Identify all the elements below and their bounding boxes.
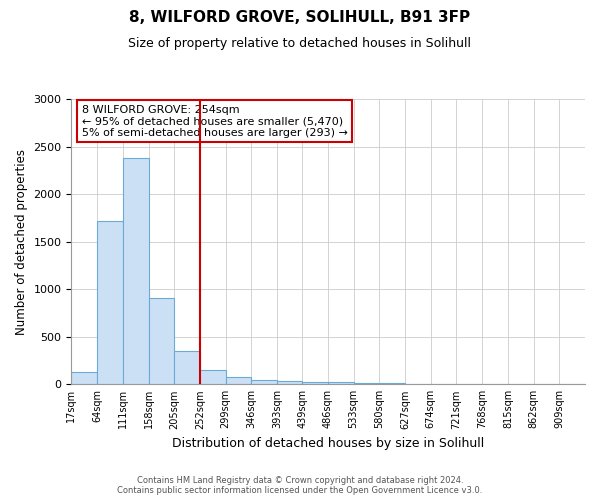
Bar	[123, 158, 149, 384]
Bar	[97, 220, 123, 384]
Bar	[174, 350, 200, 384]
Text: Contains HM Land Registry data © Crown copyright and database right 2024.
Contai: Contains HM Land Registry data © Crown c…	[118, 476, 482, 495]
Text: 8, WILFORD GROVE, SOLIHULL, B91 3FP: 8, WILFORD GROVE, SOLIHULL, B91 3FP	[130, 10, 470, 25]
Bar	[302, 382, 328, 384]
Text: Size of property relative to detached houses in Solihull: Size of property relative to detached ho…	[128, 38, 472, 51]
Bar	[71, 372, 97, 384]
Bar	[379, 383, 405, 384]
Bar	[353, 383, 379, 384]
Bar	[200, 370, 226, 384]
Text: 8 WILFORD GROVE: 254sqm
← 95% of detached houses are smaller (5,470)
5% of semi-: 8 WILFORD GROVE: 254sqm ← 95% of detache…	[82, 104, 347, 138]
Bar	[328, 382, 353, 384]
Bar	[251, 380, 277, 384]
Bar	[149, 298, 174, 384]
Bar	[277, 381, 302, 384]
Y-axis label: Number of detached properties: Number of detached properties	[15, 148, 28, 334]
X-axis label: Distribution of detached houses by size in Solihull: Distribution of detached houses by size …	[172, 437, 484, 450]
Bar	[226, 376, 251, 384]
